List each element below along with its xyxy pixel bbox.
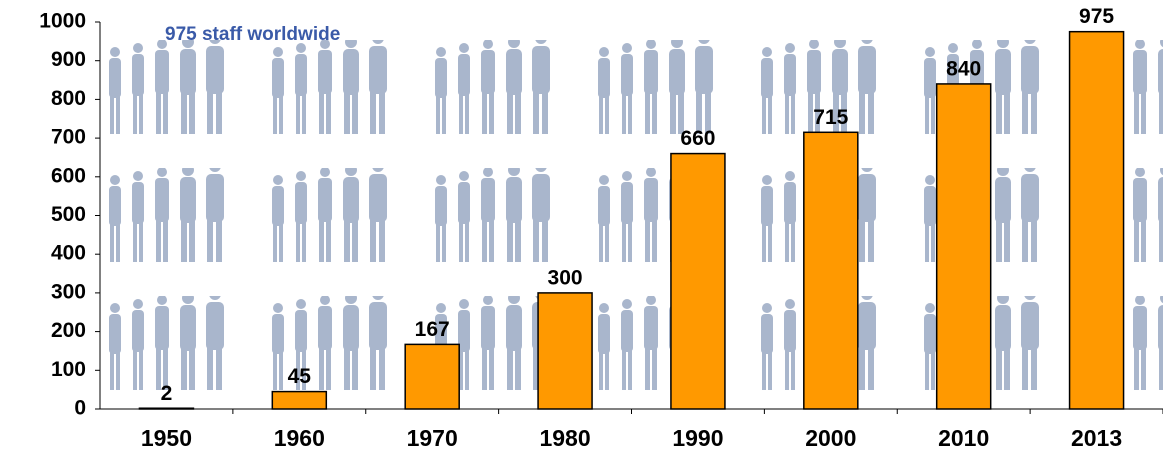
x-tick-label: 1950 bbox=[141, 425, 192, 451]
x-tick-label: 1980 bbox=[539, 425, 590, 451]
y-tick-label: 900 bbox=[51, 48, 86, 71]
value-label: 975 bbox=[1079, 5, 1114, 28]
y-tick-label: 0 bbox=[74, 397, 86, 420]
y-tick-label: 500 bbox=[51, 203, 86, 226]
bar bbox=[670, 152, 726, 410]
y-tick-label: 800 bbox=[51, 87, 86, 110]
y-tick-label: 300 bbox=[51, 280, 86, 303]
bar bbox=[271, 390, 328, 410]
bar bbox=[1068, 30, 1125, 410]
y-tick-label: 1000 bbox=[39, 10, 86, 33]
value-label: 300 bbox=[548, 266, 583, 289]
value-label: 45 bbox=[288, 365, 312, 388]
x-tick-label: 1970 bbox=[407, 425, 458, 451]
x-tick-label: 1960 bbox=[274, 425, 325, 451]
value-label: 660 bbox=[680, 127, 715, 150]
x-tick-label: 2000 bbox=[805, 425, 856, 451]
x-tick-label: 2010 bbox=[938, 425, 989, 451]
x-tick-label: 1990 bbox=[672, 425, 723, 451]
bar bbox=[138, 407, 195, 410]
bar bbox=[537, 292, 593, 410]
background-pattern bbox=[100, 20, 1163, 410]
bar bbox=[803, 131, 859, 410]
value-label: 2 bbox=[161, 382, 173, 405]
y-tick-label: 100 bbox=[51, 358, 86, 381]
value-label: 840 bbox=[946, 57, 981, 80]
value-label: 715 bbox=[813, 106, 848, 129]
y-tick-label: 200 bbox=[51, 319, 86, 342]
bar bbox=[935, 83, 992, 410]
value-label: 167 bbox=[415, 318, 450, 341]
y-tick-label: 700 bbox=[51, 126, 86, 149]
y-tick-label: 600 bbox=[51, 164, 86, 187]
annotation: 975 staff worldwide bbox=[165, 24, 340, 45]
y-tick-label: 400 bbox=[51, 242, 86, 265]
bar bbox=[404, 343, 460, 410]
x-tick-label: 2013 bbox=[1071, 425, 1122, 451]
